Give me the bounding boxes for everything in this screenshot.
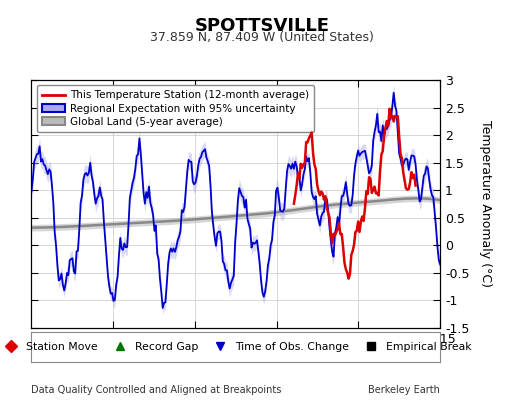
Legend: This Temperature Station (12-month average), Regional Expectation with 95% uncer: This Temperature Station (12-month avera… bbox=[37, 85, 314, 132]
Text: Data Quality Controlled and Aligned at Breakpoints: Data Quality Controlled and Aligned at B… bbox=[31, 385, 282, 395]
Text: 37.859 N, 87.409 W (United States): 37.859 N, 87.409 W (United States) bbox=[150, 32, 374, 44]
Y-axis label: Temperature Anomaly (°C): Temperature Anomaly (°C) bbox=[479, 120, 492, 288]
Text: Berkeley Earth: Berkeley Earth bbox=[368, 385, 440, 395]
Text: SPOTTSVILLE: SPOTTSVILLE bbox=[194, 17, 330, 35]
Legend: Station Move, Record Gap, Time of Obs. Change, Empirical Break: Station Move, Record Gap, Time of Obs. C… bbox=[0, 339, 475, 355]
